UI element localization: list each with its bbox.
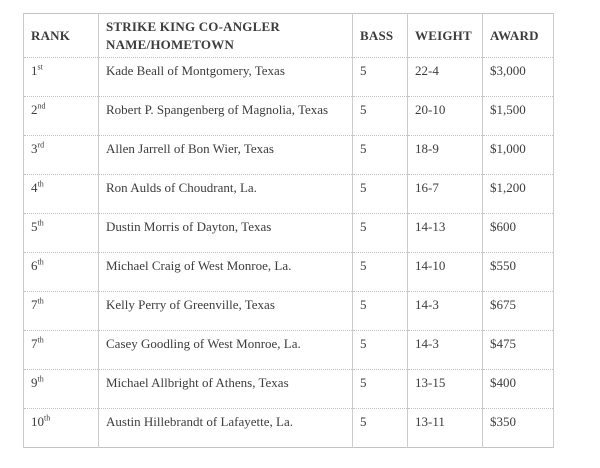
column-header-name-hometown: STRIKE KING CO-ANGLER NAME/HOMETOWN (98, 13, 353, 58)
bass-cell: 5 (352, 174, 408, 214)
rank-number: 10 (31, 414, 44, 429)
award-cell: $600 (482, 213, 554, 253)
rank-cell: 7th (23, 330, 99, 370)
award-cell: $3,000 (482, 57, 554, 97)
weight-cell: 14-13 (407, 213, 483, 253)
rank-ordinal-suffix: th (37, 257, 44, 267)
column-header-name-line1: STRIKE KING CO-ANGLER (106, 19, 280, 35)
column-header-rank: RANK (23, 13, 99, 58)
rank-cell: 5th (23, 213, 99, 253)
weight-cell: 13-11 (407, 408, 483, 448)
column-header-name-line2: NAME/HOMETOWN (106, 36, 235, 52)
rank-cell: 7th (23, 291, 99, 331)
name-cell: Austin Hillebrandt of Lafayette, La. (98, 408, 353, 448)
rank-ordinal-suffix: nd (37, 101, 46, 111)
award-cell: $350 (482, 408, 554, 448)
rank-number: 5 (31, 219, 38, 234)
award-cell: $1,500 (482, 96, 554, 136)
rank-cell: 9th (23, 369, 99, 409)
award-cell: $400 (482, 369, 554, 409)
bass-cell: 5 (352, 408, 408, 448)
award-cell: $475 (482, 330, 554, 370)
table-row: 5th Dustin Morris of Dayton, Texas 5 14-… (23, 213, 554, 253)
bass-cell: 5 (352, 252, 408, 292)
column-header-weight: WEIGHT (407, 13, 483, 58)
header-row: RANK STRIKE KING CO-ANGLER NAME/HOMETOWN… (23, 13, 554, 58)
rank-number: 2 (31, 102, 38, 117)
name-cell: Michael Allbright of Athens, Texas (98, 369, 353, 409)
bass-cell: 5 (352, 135, 408, 175)
name-cell: Kelly Perry of Greenville, Texas (98, 291, 353, 331)
rank-ordinal-suffix: th (37, 335, 44, 345)
table-row: 2nd Robert P. Spangenberg of Magnolia, T… (23, 96, 554, 136)
rank-number: 7 (31, 336, 38, 351)
rank-ordinal-suffix: th (37, 218, 44, 228)
bass-cell: 5 (352, 96, 408, 136)
table-row: 3rd Allen Jarrell of Bon Wier, Texas 5 1… (23, 135, 554, 175)
rank-number: 6 (31, 258, 38, 273)
rank-cell: 4th (23, 174, 99, 214)
column-header-bass: BASS (352, 13, 408, 58)
bass-cell: 5 (352, 291, 408, 331)
column-header-award: AWARD (482, 13, 554, 58)
table-row: 4th Ron Aulds of Choudrant, La. 5 16-7 $… (23, 174, 554, 214)
bass-cell: 5 (352, 369, 408, 409)
name-cell: Dustin Morris of Dayton, Texas (98, 213, 353, 253)
table-row: 7th Kelly Perry of Greenville, Texas 5 1… (23, 291, 554, 331)
bass-cell: 5 (352, 57, 408, 97)
name-cell: Michael Craig of West Monroe, La. (98, 252, 353, 292)
rank-number: 9 (31, 375, 38, 390)
weight-cell: 13-15 (407, 369, 483, 409)
weight-cell: 14-3 (407, 330, 483, 370)
rank-cell: 10th (23, 408, 99, 448)
rank-number: 4 (31, 180, 38, 195)
rank-cell: 6th (23, 252, 99, 292)
table-row: 10th Austin Hillebrandt of Lafayette, La… (23, 408, 554, 448)
rank-number: 7 (31, 297, 38, 312)
rank-ordinal-suffix: th (37, 179, 44, 189)
award-cell: $675 (482, 291, 554, 331)
table-row: 1st Kade Beall of Montgomery, Texas 5 22… (23, 57, 554, 97)
weight-cell: 14-3 (407, 291, 483, 331)
weight-cell: 22-4 (407, 57, 483, 97)
rank-cell: 1st (23, 57, 99, 97)
name-cell: Robert P. Spangenberg of Magnolia, Texas (98, 96, 353, 136)
bass-cell: 5 (352, 330, 408, 370)
rank-ordinal-suffix: st (37, 62, 43, 72)
rank-ordinal-suffix: th (44, 413, 51, 423)
weight-cell: 16-7 (407, 174, 483, 214)
rank-ordinal-suffix: rd (37, 140, 45, 150)
table-row: 7th Casey Goodling of West Monroe, La. 5… (23, 330, 554, 370)
rank-number: 1 (31, 63, 38, 78)
weight-cell: 14-10 (407, 252, 483, 292)
rank-ordinal-suffix: th (37, 374, 44, 384)
name-cell: Kade Beall of Montgomery, Texas (98, 57, 353, 97)
table-row: 9th Michael Allbright of Athens, Texas 5… (23, 369, 554, 409)
coangler-results-table: RANK STRIKE KING CO-ANGLER NAME/HOMETOWN… (23, 13, 554, 448)
bass-cell: 5 (352, 213, 408, 253)
award-cell: $550 (482, 252, 554, 292)
rank-cell: 3rd (23, 135, 99, 175)
rank-ordinal-suffix: th (37, 296, 44, 306)
name-cell: Casey Goodling of West Monroe, La. (98, 330, 353, 370)
rank-cell: 2nd (23, 96, 99, 136)
rank-number: 3 (31, 141, 38, 156)
award-cell: $1,200 (482, 174, 554, 214)
award-cell: $1,000 (482, 135, 554, 175)
name-cell: Ron Aulds of Choudrant, La. (98, 174, 353, 214)
table-row: 6th Michael Craig of West Monroe, La. 5 … (23, 252, 554, 292)
weight-cell: 18-9 (407, 135, 483, 175)
weight-cell: 20-10 (407, 96, 483, 136)
name-cell: Allen Jarrell of Bon Wier, Texas (98, 135, 353, 175)
